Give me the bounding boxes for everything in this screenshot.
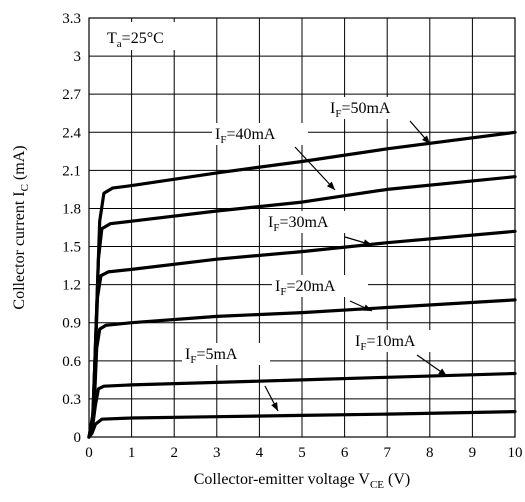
series-leader-line: [294, 146, 336, 191]
series-label: IF=10mA: [355, 333, 416, 353]
annotation-group: IF=5mAIF=10mAIF=20mAIF=30mAIF=40mAIF=50m…: [182, 97, 448, 412]
series-label-rest: =40mA: [226, 126, 275, 143]
y-tick-label: 2.7: [62, 87, 81, 103]
condition-main: T: [107, 30, 117, 47]
series-arrowhead: [363, 304, 372, 311]
y-tick-label: 1.8: [62, 201, 81, 217]
x-tick-label: 3: [213, 445, 221, 461]
x-tick-label: 2: [170, 445, 178, 461]
series-label-bg: [352, 330, 444, 352]
x-tick-label: 7: [383, 445, 391, 461]
y-tick-label: 2.1: [62, 163, 81, 179]
x-axis-label-sub: CE: [370, 479, 384, 491]
series-label-sub: F: [335, 108, 341, 120]
y-tick-label: 0: [74, 430, 82, 446]
series-label-bg: [327, 97, 423, 119]
condition-sub: a: [117, 38, 122, 50]
series-label-rest: =30mA: [279, 214, 328, 231]
series-label-bg: [265, 211, 361, 233]
tick-labels: 0 1 2 3 4 5 6 7 8 9 10 0 0.3 0.6 0.9 1.2 1.5 1.8 2.1 2.4 2.7…: [62, 11, 522, 461]
y-tick-label: 1.2: [62, 278, 81, 294]
x-tick-label: 8: [426, 445, 434, 461]
x-tick-label: 0: [85, 445, 93, 461]
series-label: IF=40mA: [215, 126, 276, 146]
series-label-main: I: [215, 126, 220, 143]
x-tick-label: 1: [128, 445, 136, 461]
series-arrowhead: [422, 135, 430, 144]
y-tick-label: 3: [74, 49, 82, 65]
y-axis-label-main: Collector current I: [11, 191, 28, 309]
series-label: IF=30mA: [268, 214, 329, 234]
series-label-main: I: [275, 278, 280, 295]
y-tick-label: 3.3: [62, 11, 81, 27]
series-line: [87, 130, 517, 439]
x-axis-label: Collector-emitter voltage VCE (V): [194, 471, 411, 491]
x-tick-label: 9: [469, 445, 477, 461]
series-label: IF=5mA: [185, 346, 238, 366]
y-axis-label: Collector current IC (mA): [11, 145, 31, 309]
y-axis-label-sub: C: [19, 184, 31, 191]
condition-box: Ta=25°C: [93, 22, 193, 50]
x-axis-label-main: Collector-emitter voltage V: [194, 471, 371, 488]
x-axis-label-unit: (V): [384, 471, 410, 488]
series-label-rest: =50mA: [341, 100, 390, 117]
series-arrowhead: [363, 239, 372, 246]
plot-frame: [88, 17, 516, 438]
series-label-rest: =10mA: [366, 333, 415, 350]
series-label-main: I: [355, 333, 360, 350]
series-label-sub: F: [280, 286, 286, 298]
series-arrowhead: [326, 181, 335, 190]
series-label: IF=50mA: [330, 100, 391, 120]
x-tick-label: 4: [256, 445, 264, 461]
y-tick-label: 0.9: [62, 316, 81, 332]
condition-box-bg: [93, 22, 193, 50]
series-label-sub: F: [190, 354, 196, 366]
y-tick-label: 0.6: [62, 354, 81, 370]
series-label-bg: [272, 275, 368, 297]
series-group: [87, 130, 517, 439]
y-tick-label: 0.3: [62, 392, 81, 408]
series-label-bg: [212, 123, 308, 145]
y-tick-label: 1.5: [62, 240, 81, 256]
x-tick-label: 5: [298, 445, 306, 461]
series-arrowhead: [271, 402, 278, 411]
series-label-main: I: [268, 214, 273, 231]
y-axis-label-unit: (mA): [11, 145, 28, 184]
x-tick-label: 6: [341, 445, 349, 461]
series-label: IF=20mA: [275, 278, 336, 298]
series-label-sub: F: [220, 134, 226, 146]
condition-label: Ta=25°C: [107, 30, 164, 50]
series-label-rest: =20mA: [286, 278, 335, 295]
x-tick-label: 10: [508, 445, 523, 461]
series-label-bg: [182, 343, 270, 365]
y-tick-label: 2.4: [62, 125, 81, 141]
series-label-main: I: [185, 346, 190, 363]
condition-rest: =25°C: [122, 30, 164, 47]
series-label-main: I: [330, 100, 335, 117]
series-label-rest: =5mA: [196, 346, 237, 363]
series-label-sub: F: [360, 341, 366, 353]
series-label-sub: F: [273, 222, 279, 234]
series-arrowhead: [438, 368, 447, 376]
